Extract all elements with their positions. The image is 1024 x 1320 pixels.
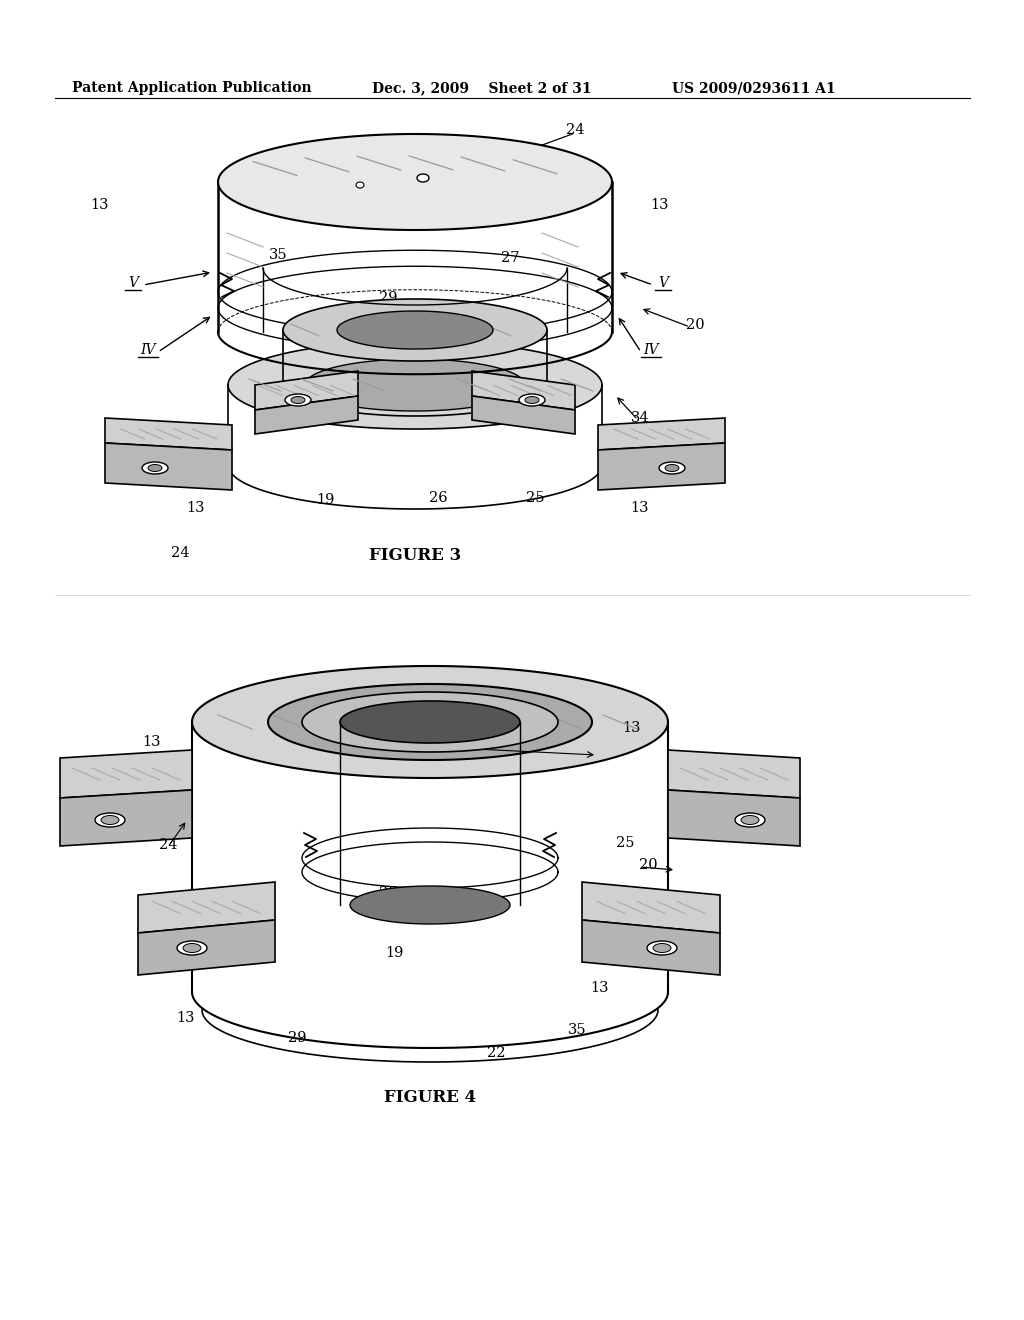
Text: 25: 25 [615, 836, 634, 850]
Ellipse shape [142, 462, 168, 474]
Ellipse shape [525, 396, 539, 404]
Polygon shape [138, 920, 275, 975]
Ellipse shape [285, 393, 311, 407]
Ellipse shape [291, 396, 305, 404]
Text: 13: 13 [185, 502, 204, 515]
Ellipse shape [356, 182, 364, 187]
Text: 24: 24 [171, 546, 189, 560]
Ellipse shape [177, 941, 207, 954]
Polygon shape [105, 418, 232, 450]
Polygon shape [60, 750, 193, 799]
Text: 34: 34 [631, 411, 649, 425]
Polygon shape [218, 135, 612, 230]
Text: 20: 20 [639, 858, 657, 873]
Text: 24: 24 [565, 123, 585, 137]
Polygon shape [255, 371, 358, 411]
Text: 13: 13 [176, 1011, 195, 1026]
Text: 35: 35 [268, 248, 288, 261]
Polygon shape [598, 444, 725, 490]
Ellipse shape [148, 465, 162, 471]
Text: V: V [658, 276, 668, 290]
Text: 35: 35 [567, 1023, 587, 1038]
Polygon shape [228, 341, 602, 429]
Text: 29: 29 [288, 1031, 306, 1045]
Polygon shape [305, 359, 525, 411]
Ellipse shape [519, 393, 545, 407]
Text: 34: 34 [385, 735, 403, 748]
Ellipse shape [183, 944, 201, 953]
Polygon shape [668, 750, 800, 799]
Polygon shape [255, 396, 358, 434]
Text: 19: 19 [385, 946, 403, 960]
Text: IV: IV [140, 343, 156, 356]
Text: 27: 27 [501, 251, 519, 265]
Text: 26: 26 [429, 491, 447, 506]
Polygon shape [582, 882, 720, 933]
Polygon shape [340, 701, 520, 743]
Polygon shape [138, 882, 275, 933]
Text: IV: IV [643, 343, 658, 356]
Ellipse shape [653, 944, 671, 953]
Polygon shape [60, 789, 193, 846]
Text: 13: 13 [631, 502, 649, 515]
Text: 22: 22 [486, 1045, 505, 1060]
Polygon shape [472, 396, 575, 434]
Polygon shape [268, 684, 592, 760]
Ellipse shape [665, 465, 679, 471]
Text: 28: 28 [379, 886, 397, 900]
Polygon shape [350, 886, 510, 924]
Text: 19: 19 [315, 492, 334, 507]
Text: 13: 13 [650, 198, 670, 213]
Polygon shape [668, 789, 800, 846]
Text: 13: 13 [91, 198, 110, 213]
Text: 20: 20 [686, 318, 705, 333]
Text: 24: 24 [159, 838, 177, 851]
Polygon shape [598, 418, 725, 450]
Polygon shape [193, 667, 668, 777]
Text: V: V [128, 276, 138, 290]
Ellipse shape [735, 813, 765, 828]
Ellipse shape [659, 462, 685, 474]
Text: US 2009/0293611 A1: US 2009/0293611 A1 [672, 81, 836, 95]
Ellipse shape [741, 816, 759, 825]
Ellipse shape [101, 816, 119, 825]
Text: Patent Application Publication: Patent Application Publication [72, 81, 311, 95]
Ellipse shape [95, 813, 125, 828]
Text: FIGURE 4: FIGURE 4 [384, 1089, 476, 1106]
Ellipse shape [647, 941, 677, 954]
Polygon shape [472, 371, 575, 411]
Polygon shape [337, 312, 493, 348]
Text: 13: 13 [591, 981, 609, 995]
Text: 29: 29 [379, 290, 397, 305]
Text: 13: 13 [142, 735, 161, 748]
Text: 35: 35 [326, 730, 344, 744]
Text: 25: 25 [525, 491, 544, 506]
Text: Dec. 3, 2009    Sheet 2 of 31: Dec. 3, 2009 Sheet 2 of 31 [372, 81, 592, 95]
Polygon shape [582, 920, 720, 975]
Text: FIGURE 3: FIGURE 3 [369, 546, 461, 564]
Text: 13: 13 [623, 721, 641, 735]
Polygon shape [302, 692, 558, 752]
Polygon shape [283, 300, 547, 360]
Polygon shape [105, 444, 232, 490]
Ellipse shape [417, 174, 429, 182]
